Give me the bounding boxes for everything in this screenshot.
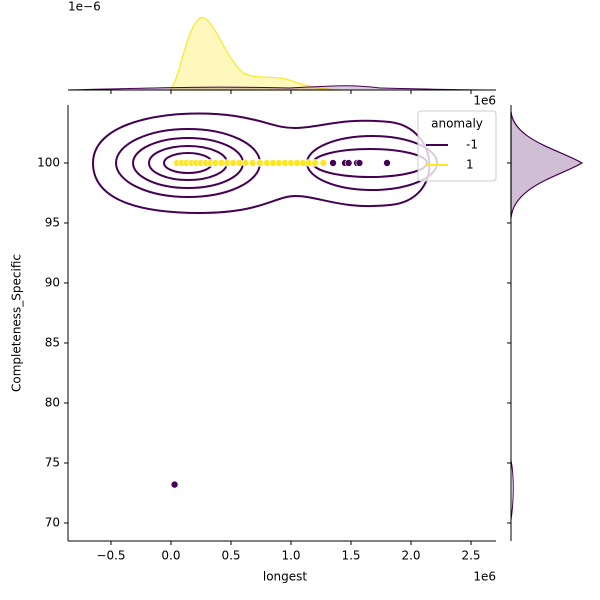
point [255, 159, 264, 167]
y-tick-label: 80 [45, 395, 60, 409]
marginal-x-density [168, 17, 341, 91]
x-axis-label: longest [263, 570, 308, 584]
marginal-y-density [510, 459, 514, 521]
x-tick-label: 2.5 [461, 549, 480, 563]
x-offset-label: 1e6 [473, 570, 496, 584]
point [319, 159, 328, 167]
x-tick-label: −0.5 [96, 549, 125, 563]
point [311, 159, 319, 167]
y-tick-label: 100 [37, 155, 60, 169]
legend-label: 1 [466, 158, 474, 172]
point [383, 159, 391, 167]
marginal-y-density [510, 111, 584, 219]
x-offset-label-top: 1e6 [473, 94, 496, 108]
legend: anomaly -1 1 [417, 110, 497, 182]
point [355, 159, 364, 167]
point [329, 159, 337, 167]
point [170, 480, 179, 489]
legend-box [417, 110, 497, 182]
x-tick-label: 0.5 [221, 549, 240, 563]
legend-label: -1 [466, 138, 478, 152]
y-tick-label: 70 [45, 515, 60, 529]
legend-title: anomaly [431, 117, 483, 131]
x-tick-label: 2.0 [401, 549, 420, 563]
y-tick-label: 90 [45, 275, 60, 289]
marginal-x-density [67, 85, 497, 91]
y-tick-label: 85 [45, 335, 60, 349]
x-tick-label: 0.0 [161, 549, 180, 563]
point [344, 159, 353, 167]
y-tick-label: 75 [45, 455, 60, 469]
y-tick-label: 95 [45, 215, 60, 229]
x-tick-label: 1.5 [341, 549, 360, 563]
y-axis-label: Completeness_Specific [10, 254, 24, 392]
x-tick-label: 1.0 [281, 549, 300, 563]
marginal-offset-label: 1e−6 [68, 0, 101, 14]
point [241, 159, 250, 167]
point [248, 159, 257, 167]
